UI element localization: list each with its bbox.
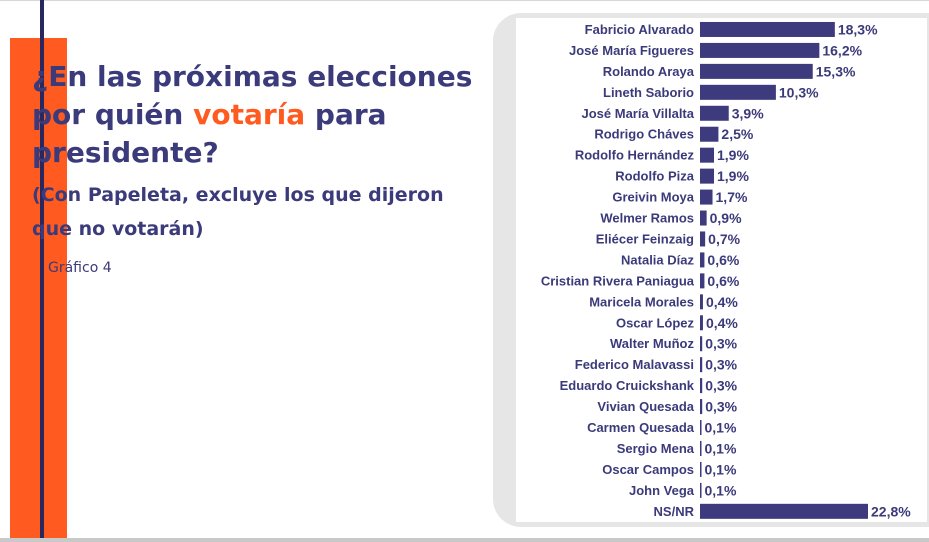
category-label: Natalia Díaz <box>621 252 694 267</box>
category-label: Carmen Quesada <box>587 420 695 435</box>
value-label: 15,3% <box>816 63 856 79</box>
navy-accent-line <box>40 0 44 542</box>
category-label: Oscar Campos <box>602 462 694 477</box>
value-label: 0,1% <box>705 420 737 436</box>
value-label: 0,9% <box>710 210 742 226</box>
category-label: Rodolfo Hernández <box>575 148 695 163</box>
orange-accent-bar <box>10 38 67 542</box>
top-border <box>0 0 929 1</box>
value-label: 2,5% <box>721 126 753 142</box>
category-label: Cristian Rivera Paniagua <box>541 273 695 288</box>
value-label: 1,7% <box>716 189 748 205</box>
value-label: 0,3% <box>705 399 737 415</box>
value-label: 0,3% <box>705 378 737 394</box>
category-label: Vivian Quesada <box>597 399 694 414</box>
category-label: Eduardo Cruickshank <box>560 378 695 393</box>
page-subtitle: (Con Papeleta, excluye los que dijeron q… <box>32 184 444 240</box>
category-label: Maricela Morales <box>589 294 694 309</box>
value-label: 0,7% <box>708 231 740 247</box>
category-label: Greivin Moya <box>612 190 694 205</box>
category-label: José María Villalta <box>582 106 695 121</box>
category-label: Fabricio Alvarado <box>585 22 694 37</box>
category-label: Federico Malavassi <box>575 357 694 372</box>
bar <box>700 399 703 415</box>
bar <box>700 84 776 100</box>
bar <box>700 21 835 37</box>
value-label: 10,3% <box>779 84 819 100</box>
value-label: 1,9% <box>717 147 749 163</box>
bar <box>700 357 703 373</box>
category-label: NS/NR <box>654 504 695 519</box>
bar <box>700 420 702 436</box>
category-label: Rodrigo Cháves <box>594 127 694 142</box>
bar <box>700 503 868 519</box>
category-label: Rodolfo Piza <box>615 169 694 184</box>
value-label: 0,1% <box>705 440 737 456</box>
value-label: 0,6% <box>707 273 739 289</box>
bar <box>700 105 729 121</box>
category-label: John Vega <box>629 483 695 498</box>
value-label: 0,1% <box>705 482 737 498</box>
value-label: 0,4% <box>706 294 738 310</box>
bar <box>700 147 714 163</box>
value-label: 0,6% <box>707 252 739 268</box>
bar <box>700 315 703 331</box>
title-line-2-start: por quién <box>32 98 194 131</box>
category-label: José María Figueres <box>569 43 694 58</box>
bar <box>700 440 702 456</box>
value-label: 16,2% <box>822 42 862 58</box>
title-line-3: presidente? <box>32 136 219 169</box>
bar <box>700 189 713 205</box>
value-label: 0,3% <box>705 357 737 373</box>
bar <box>700 252 705 268</box>
value-label: 0,3% <box>705 336 737 352</box>
value-label: 0,4% <box>706 315 738 331</box>
bar <box>700 126 719 142</box>
bar <box>700 294 703 310</box>
bar <box>700 378 703 394</box>
title-line-1: ¿En las próximas elecciones <box>32 60 473 93</box>
bar <box>700 273 705 289</box>
value-label: 22,8% <box>871 503 911 519</box>
category-label: Eliécer Feinzaig <box>596 231 694 246</box>
bar <box>700 461 702 477</box>
category-label: Walter Muñoz <box>610 336 695 351</box>
chart-plot-area <box>516 18 927 522</box>
bar <box>700 63 813 79</box>
bar <box>700 482 702 498</box>
title-accent-word: votaría <box>193 98 306 131</box>
value-label: 18,3% <box>838 21 878 37</box>
category-label: Welmer Ramos <box>600 211 694 226</box>
category-label: Rolando Araya <box>603 64 695 79</box>
bar <box>700 42 820 58</box>
bar <box>700 231 706 247</box>
value-label: 3,9% <box>732 105 764 121</box>
category-label: Oscar López <box>616 315 695 330</box>
value-label: 0,1% <box>705 461 737 477</box>
bottom-border <box>0 538 929 542</box>
category-label: Sergio Mena <box>617 441 695 456</box>
bar <box>700 168 714 184</box>
value-label: 1,9% <box>717 168 749 184</box>
page-title: ¿En las próximas elecciones por quién vo… <box>32 58 492 172</box>
bar <box>700 210 707 226</box>
category-label: Lineth Saborio <box>603 85 694 100</box>
bar <box>700 336 703 352</box>
figure-label: Gráfico 4 <box>48 260 112 276</box>
title-line-2-end: para <box>305 98 387 131</box>
